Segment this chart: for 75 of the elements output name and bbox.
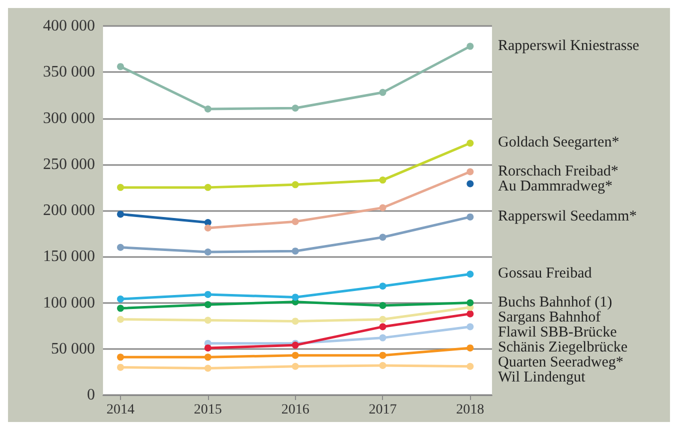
point: [116, 354, 124, 361]
series-label: Schänis Ziegelbrücke: [498, 339, 628, 356]
point: [204, 316, 212, 324]
point: [466, 180, 474, 188]
x-tick-label: 2018: [456, 402, 484, 418]
point: [116, 296, 124, 303]
y-tick-label: 400 000: [43, 18, 95, 34]
y-tick-label: 0: [87, 386, 95, 404]
point: [466, 168, 474, 176]
point: [204, 344, 212, 352]
y-tick-label: 300 000: [43, 110, 95, 127]
point: [379, 302, 386, 310]
point: [466, 270, 474, 278]
point: [379, 176, 386, 184]
point: [379, 334, 386, 342]
point: [116, 364, 124, 371]
series-label: Flawil SBB-Brücke: [498, 324, 618, 340]
point: [116, 63, 124, 70]
point: [466, 323, 474, 330]
point: [116, 316, 124, 323]
point: [466, 362, 474, 370]
x-tick-label: 2015: [194, 402, 222, 418]
y-tick-label: 250 000: [43, 156, 95, 173]
point: [292, 218, 299, 226]
point: [116, 210, 124, 218]
point: [204, 290, 212, 298]
point: [379, 88, 386, 96]
x-tick-label: 2014: [106, 402, 134, 418]
point: [292, 104, 299, 112]
point: [379, 352, 386, 359]
y-tick-label: 150 000: [43, 248, 95, 266]
point: [292, 362, 299, 370]
point: [292, 318, 299, 325]
point: [292, 352, 299, 359]
point: [379, 282, 386, 290]
series-label: Rapperswil Kniestrasse: [498, 38, 640, 54]
point: [379, 362, 386, 369]
point: [379, 323, 386, 330]
point: [379, 234, 386, 241]
y-tick-label: 350 000: [43, 64, 95, 81]
series-label: Sargans Bahnhof: [498, 309, 601, 326]
point: [466, 344, 474, 352]
point: [466, 140, 474, 147]
point: [204, 106, 212, 113]
y-tick-label: 200 000: [43, 202, 95, 219]
point: [379, 204, 386, 212]
series-label: Buchs Bahnhof (1): [498, 294, 612, 310]
point: [466, 213, 474, 220]
point: [204, 184, 212, 191]
x-tick-label: 2016: [281, 402, 310, 418]
point: [292, 248, 299, 255]
point: [204, 364, 212, 372]
point: [204, 301, 212, 308]
point: [466, 42, 474, 50]
point: [204, 224, 212, 232]
point: [116, 184, 124, 191]
point: [292, 181, 299, 188]
point: [116, 304, 124, 312]
point: [379, 316, 386, 323]
point: [116, 244, 124, 251]
series-label: Rapperswil Seedamm*: [498, 208, 637, 224]
point: [292, 294, 299, 301]
x-tick-label: 2017: [368, 402, 397, 418]
y-tick-label: 100 000: [43, 294, 95, 312]
point: [466, 299, 474, 306]
y-tick-label: 50 000: [51, 340, 95, 358]
series-label: Rorschach Freibad*: [498, 163, 618, 180]
series-label: Wil Lindengut: [498, 369, 586, 386]
point: [466, 310, 474, 318]
point: [204, 354, 212, 361]
series-label: Gossau Freibad: [498, 266, 592, 282]
series-label: Goldach Seegarten*: [498, 134, 620, 151]
point: [204, 248, 212, 256]
series-label: Quarten Seeradweg*: [498, 354, 624, 370]
series-label: Au Dammradweg*: [498, 178, 613, 194]
